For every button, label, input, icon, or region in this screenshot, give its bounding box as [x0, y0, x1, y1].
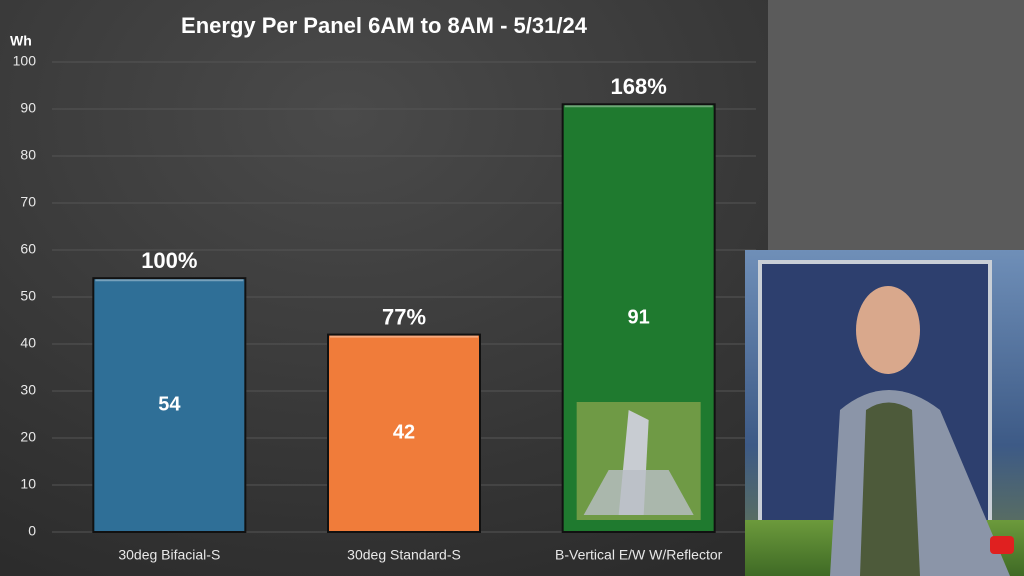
- y-tick-label: 50: [20, 288, 36, 304]
- y-tick-label: 80: [20, 147, 36, 163]
- y-axis-label: Wh: [10, 33, 32, 49]
- plot: 0 10 20 30 40 50 60 70 80 90 100 30deg Bifacial-S 54…: [13, 53, 756, 563]
- data-label: 42: [393, 422, 415, 444]
- percent-annotation: 77%: [382, 304, 426, 329]
- bar: [92, 277, 247, 534]
- x-tick-label: 30deg Bifacial-S: [118, 547, 220, 563]
- data-label: 54: [158, 393, 181, 415]
- data-label: 91: [628, 306, 650, 328]
- subscribe-icon: [990, 536, 1014, 554]
- y-tick-label: 0: [28, 523, 36, 539]
- person-head: [856, 286, 920, 374]
- person-shirt: [860, 402, 920, 576]
- percent-annotation: 168%: [611, 74, 667, 99]
- x-tick-label: 30deg Standard-S: [347, 547, 461, 563]
- y-tick-label: 60: [20, 241, 36, 257]
- percent-annotation: 100%: [141, 248, 197, 273]
- x-tick-label: B-Vertical E/W W/Reflector: [555, 547, 723, 563]
- inset-foil: [583, 470, 694, 515]
- y-tick-label: 100: [13, 53, 37, 69]
- y-tick-label: 90: [20, 100, 36, 116]
- y-tick-label: 20: [20, 429, 36, 445]
- y-tick-label: 10: [20, 476, 36, 492]
- bar: [327, 333, 481, 533]
- y-tick-label: 40: [20, 335, 36, 351]
- video-overlay: [745, 250, 1024, 576]
- y-tick-label: 30: [20, 382, 36, 398]
- y-tick-label: 70: [20, 194, 36, 210]
- chart-title: Energy Per Panel 6AM to 8AM - 5/31/24: [181, 13, 588, 38]
